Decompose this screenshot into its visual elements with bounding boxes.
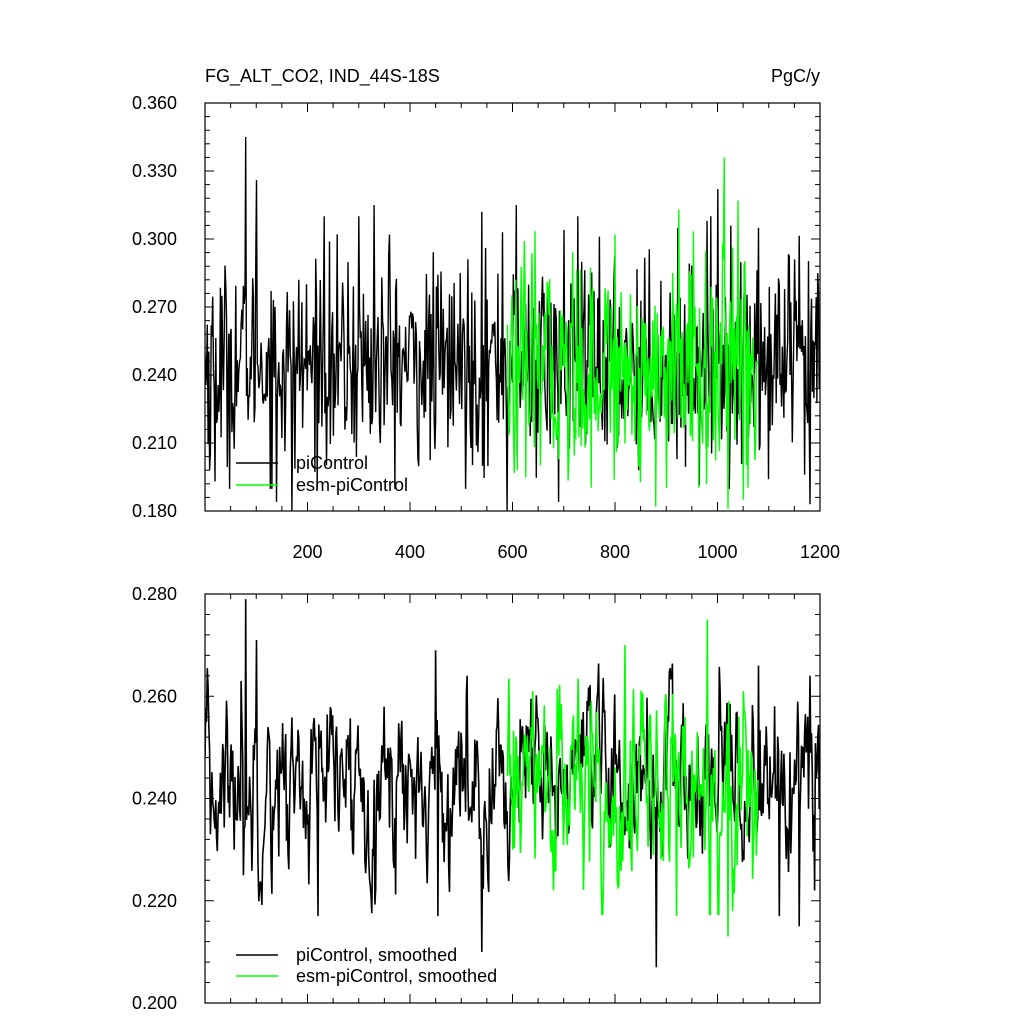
series-line-esm-picontrol (506, 157, 759, 509)
y-tick-label: 0.220 (132, 891, 177, 911)
x-tick-label: 1000 (697, 542, 737, 562)
y-tick-label: 0.240 (132, 365, 177, 385)
y-tick-label: 0.240 (132, 789, 177, 809)
x-tick-label: 200 (292, 542, 322, 562)
legend-label: esm-piControl (296, 475, 408, 495)
series-line-esm-picontrol (506, 619, 759, 937)
legend-label: piControl (296, 453, 368, 473)
top-panel: 200 400 600 800 1000 1200 0.180 0.210 0.240 0.270… (132, 93, 840, 562)
units-label: PgC/y (771, 66, 820, 86)
y-tick-label: 0.270 (132, 297, 177, 317)
x-tick-label: 800 (600, 542, 630, 562)
x-tick-label: 600 (497, 542, 527, 562)
y-tick-label: 0.210 (132, 433, 177, 453)
y-tick-label: 0.330 (132, 161, 177, 181)
y-tick-label: 0.360 (132, 93, 177, 113)
chart-title: FG_ALT_CO2, IND_44S-18S (205, 66, 440, 87)
y-tick-label: 0.180 (132, 501, 177, 521)
y-tick-label: 0.200 (132, 993, 177, 1013)
bottom-panel: 0.200 0.220 0.240 0.260 0.280 piControl, smoo… (132, 584, 821, 1013)
y-tick-label: 0.300 (132, 229, 177, 249)
legend-label: piControl, smoothed (296, 945, 457, 965)
y-tick-label: 0.260 (132, 686, 177, 706)
x-tick-label: 1200 (800, 542, 840, 562)
legend-label: esm-piControl, smoothed (296, 966, 497, 986)
y-tick-label: 0.280 (132, 584, 177, 604)
x-tick-label: 400 (395, 542, 425, 562)
